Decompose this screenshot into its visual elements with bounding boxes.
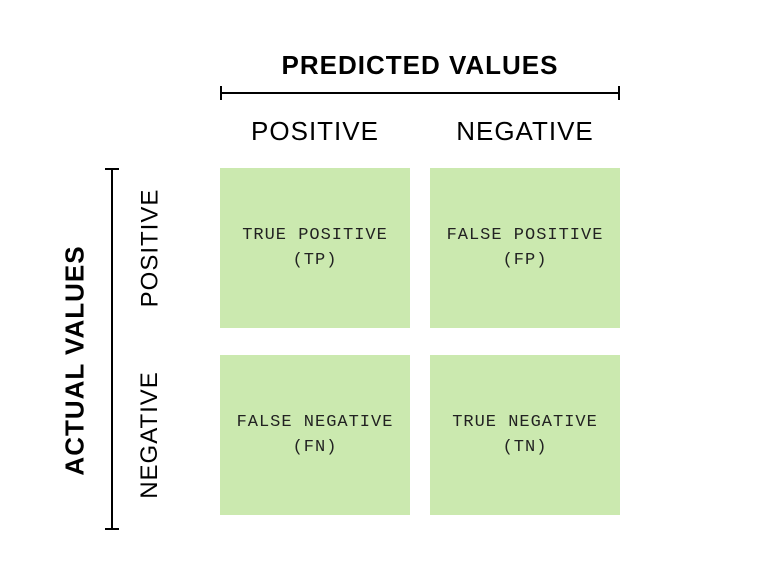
cell-false-positive: FALSE POSITIVE (FP) [430,168,620,328]
actual-axis-title-text: ACTUAL VALUES [60,245,91,475]
confusion-matrix-diagram: PREDICTED VALUES POSITIVE NEGATIVE ACTUA… [0,0,768,576]
row-header-negative-text: NEGATIVE [136,371,164,499]
cell-true-positive: TRUE POSITIVE (TP) [220,168,410,328]
predicted-axis-title: PREDICTED VALUES [220,50,620,81]
column-header-negative: NEGATIVE [430,116,620,147]
row-header-positive-text: POSITIVE [136,189,164,308]
actual-axis-bracket [105,168,119,530]
cell-true-negative: TRUE NEGATIVE (TN) [430,355,620,515]
cell-fn-label: FALSE NEGATIVE (FN) [220,410,410,461]
cell-tn-label: TRUE NEGATIVE (TN) [430,410,620,461]
row-header-negative: NEGATIVE [135,355,165,515]
row-header-positive: POSITIVE [135,168,165,328]
column-header-positive: POSITIVE [220,116,410,147]
cell-fp-label: FALSE POSITIVE (FP) [430,223,620,274]
predicted-axis-bracket [220,86,620,100]
cell-false-negative: FALSE NEGATIVE (FN) [220,355,410,515]
actual-axis-title: ACTUAL VALUES [60,190,90,530]
cell-tp-label: TRUE POSITIVE (TP) [220,223,410,274]
